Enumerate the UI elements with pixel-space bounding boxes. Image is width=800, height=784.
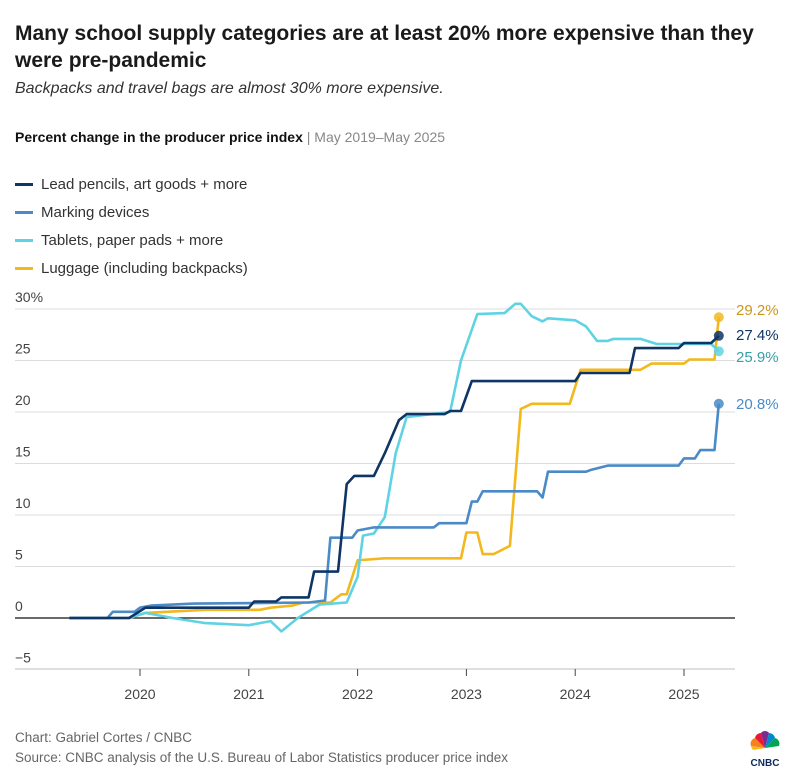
legend-label: Tablets, paper pads + more — [41, 231, 224, 249]
cnbc-logo-text: CNBC — [751, 758, 780, 768]
y-tick-label: 15 — [15, 444, 31, 460]
x-tick-label: 2024 — [560, 686, 591, 702]
y-tick-label: 10 — [15, 495, 31, 511]
x-tick-label: 2021 — [233, 686, 264, 702]
chart-title: Many school supply categories are at lea… — [15, 22, 754, 72]
x-tick-label: 2025 — [668, 686, 699, 702]
y-tick-label: 5 — [15, 547, 23, 563]
legend-swatch — [15, 266, 33, 270]
chart-subtitle: Backpacks and travel bags are almost 30%… — [15, 80, 444, 97]
y-tick-label: 0 — [15, 598, 23, 614]
series-line — [69, 302, 720, 633]
series-end-marker — [713, 330, 724, 341]
cnbc-logo: CNBC — [751, 731, 780, 768]
legend-swatch — [15, 238, 33, 242]
x-tick-label: 2023 — [451, 686, 482, 702]
series-end-marker — [713, 346, 724, 357]
series-line — [69, 403, 721, 620]
chart-heading-text: Percent change in the producer price ind… — [15, 129, 303, 145]
series-end-marker — [713, 398, 724, 409]
y-tick-label: −5 — [15, 650, 31, 666]
legend-label: Marking devices — [41, 203, 150, 221]
series-end-label: 20.8% — [736, 396, 779, 413]
legend-label: Luggage (including backpacks) — [41, 259, 248, 277]
y-tick-label: 20 — [15, 392, 31, 408]
footer-source: Source: CNBC analysis of the U.S. Bureau… — [15, 750, 508, 765]
chart-heading-separator: | — [302, 129, 315, 145]
legend-swatch — [15, 210, 33, 214]
series-end-label: 27.4% — [736, 327, 779, 344]
series-end-marker — [713, 312, 724, 323]
footer-credit: Chart: Gabriel Cortes / CNBC — [15, 730, 193, 745]
legend-item: Lead pencils, art goods + more — [15, 170, 248, 198]
x-tick-label: 2022 — [342, 686, 373, 702]
series-line — [69, 334, 720, 620]
series-end-label: 25.9% — [736, 349, 779, 366]
legend-item: Marking devices — [15, 198, 248, 226]
chart-heading: Percent change in the producer price ind… — [15, 129, 445, 145]
series-end-label: 29.2% — [736, 302, 779, 319]
chart-period: May 2019–May 2025 — [314, 129, 446, 145]
legend-item: Luggage (including backpacks) — [15, 254, 248, 282]
y-tick-label: 25 — [15, 341, 31, 357]
legend-item: Tablets, paper pads + more — [15, 226, 248, 254]
y-tick-label: 30% — [15, 289, 43, 305]
series-line — [69, 317, 721, 620]
x-tick-label: 2020 — [124, 686, 155, 702]
legend: Lead pencils, art goods + more Marking de… — [15, 170, 248, 282]
legend-swatch — [15, 182, 33, 186]
legend-label: Lead pencils, art goods + more — [41, 175, 248, 193]
